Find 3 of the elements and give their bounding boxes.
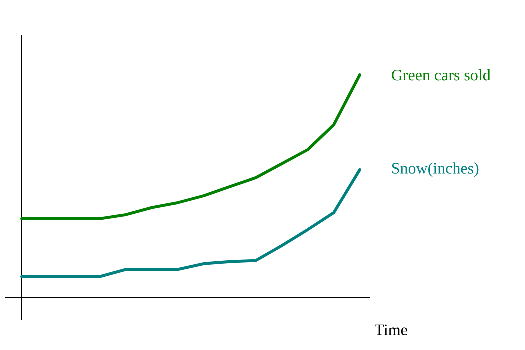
text: Snow(inches) — [392, 162, 479, 178]
x-axis-title: Time — [375, 324, 408, 336]
text: Green cars sold — [392, 69, 491, 81]
